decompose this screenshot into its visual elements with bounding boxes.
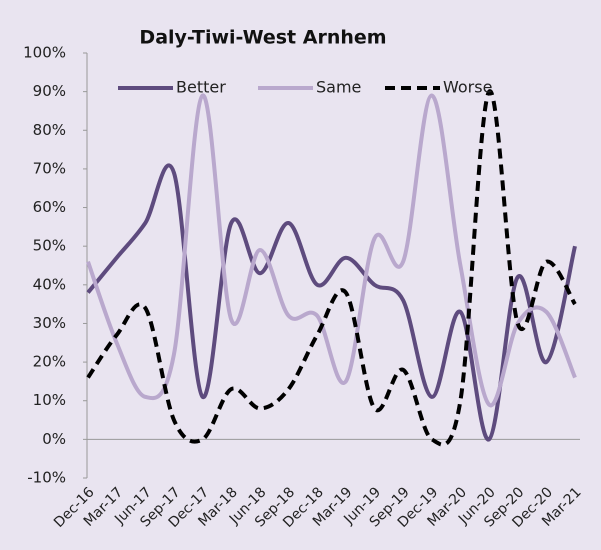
y-tick-label: 90% (33, 82, 66, 100)
legend-label: Worse (443, 78, 492, 97)
legend-label: Better (176, 78, 226, 97)
y-tick-label: 100% (23, 44, 66, 62)
chart-title: Daly-Tiwi-West Arnhem (139, 27, 386, 49)
y-tick-label: 20% (33, 353, 66, 371)
y-tick-label: 50% (33, 237, 66, 255)
line (86, 89, 577, 447)
line (86, 93, 577, 408)
y-tick-label: 40% (33, 275, 66, 293)
y-tick-label: 60% (33, 198, 66, 216)
y-tick-label: 80% (33, 121, 66, 139)
y-tick-label: -10% (27, 469, 66, 487)
y-tick-label: 10% (33, 391, 66, 409)
line (86, 163, 577, 442)
y-tick-label: 30% (33, 314, 66, 332)
y-tick-label: 70% (33, 159, 66, 177)
y-tick-label: 0% (42, 430, 66, 448)
legend-label: Same (316, 78, 361, 97)
